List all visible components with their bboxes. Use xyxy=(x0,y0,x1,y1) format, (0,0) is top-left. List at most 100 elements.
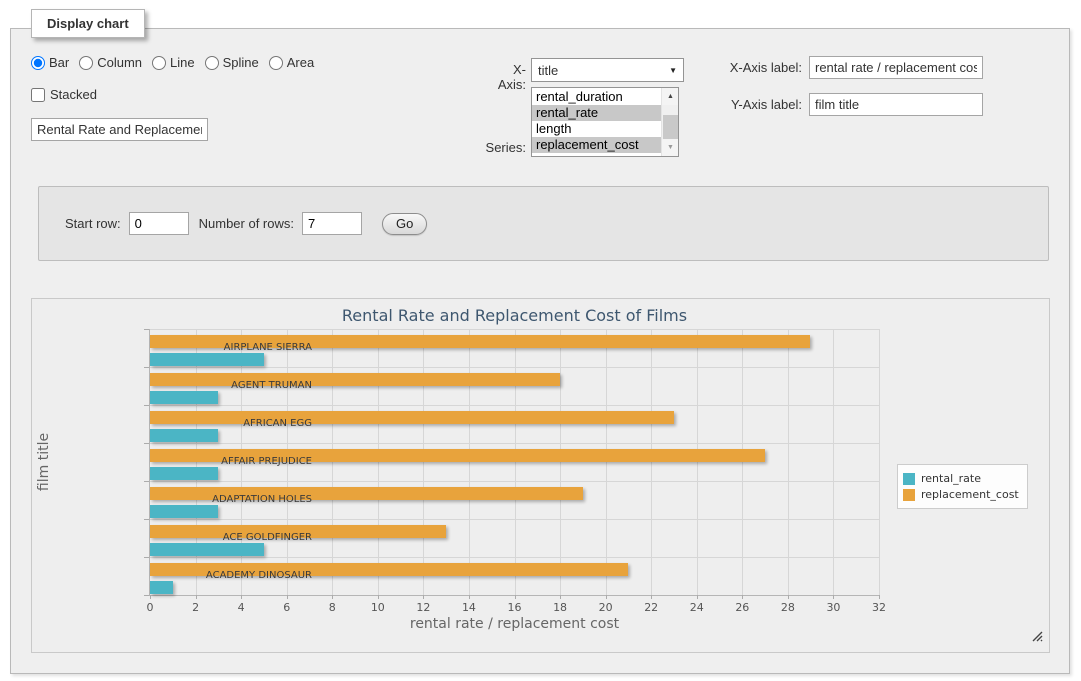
scroll-up-icon[interactable]: ▲ xyxy=(662,88,679,105)
chart-type-radio-line[interactable] xyxy=(152,56,166,70)
series-option-replacement_cost[interactable]: replacement_cost xyxy=(532,137,661,153)
chart-container: Rental Rate and Replacement Cost of Film… xyxy=(31,298,1050,653)
y-axis-tick xyxy=(144,557,149,558)
y-axis-label-input[interactable] xyxy=(809,93,983,116)
x-axis-tick xyxy=(515,595,516,599)
series-listbox[interactable]: rental_durationrental_ratelengthreplacem… xyxy=(531,87,679,157)
chart-type-radio-area[interactable] xyxy=(269,56,283,70)
x-axis-tick xyxy=(697,595,698,599)
x-axis-tick xyxy=(150,595,151,599)
chart-type-option-bar[interactable]: Bar xyxy=(31,55,69,70)
chart-type-option-area[interactable]: Area xyxy=(269,55,314,70)
go-button[interactable]: Go xyxy=(382,213,427,235)
series-option-rental_duration[interactable]: rental_duration xyxy=(532,89,661,105)
x-tick-label: 8 xyxy=(312,601,352,614)
gridline-vertical xyxy=(606,329,607,595)
x-axis-tick xyxy=(423,595,424,599)
x-axis-label-label: X-Axis label: xyxy=(714,60,802,75)
series-scrollbar[interactable]: ▲ ▼ xyxy=(661,88,678,156)
y-axis-label-label: Y-Axis label: xyxy=(714,97,802,112)
chart-type-radio-column[interactable] xyxy=(79,56,93,70)
chart-title-input[interactable] xyxy=(31,118,208,141)
stacked-checkbox[interactable] xyxy=(31,88,45,102)
y-axis-tick xyxy=(144,519,149,520)
chart-type-text: Column xyxy=(97,55,142,70)
x-axis-tick xyxy=(606,595,607,599)
legend-swatch-icon xyxy=(903,489,915,501)
gridline-vertical xyxy=(560,329,561,595)
y-axis-title: film title xyxy=(36,392,52,532)
chart-type-radios: Bar Column Line Spline Area xyxy=(31,55,314,70)
x-axis-tick xyxy=(651,595,652,599)
gridline-vertical xyxy=(378,329,379,595)
category-label: AIRPLANE SIERRA xyxy=(152,329,312,367)
x-axis-tick xyxy=(742,595,743,599)
y-axis-tick xyxy=(144,329,149,330)
series-listbox-options: rental_durationrental_ratelengthreplacem… xyxy=(532,88,661,156)
x-tick-label: 20 xyxy=(586,601,626,614)
series-option-length[interactable]: length xyxy=(532,121,661,137)
x-axis-tick xyxy=(833,595,834,599)
legend-item-replacement_cost[interactable]: replacement_cost xyxy=(903,488,1019,501)
chevron-down-icon: ▼ xyxy=(669,66,677,75)
legend-swatch-icon xyxy=(903,473,915,485)
stacked-row: Stacked xyxy=(31,87,97,102)
chart-type-option-column[interactable]: Column xyxy=(79,55,142,70)
gridline-vertical xyxy=(515,329,516,595)
category-label: ADAPTATION HOLES xyxy=(152,481,312,519)
category-label: ACE GOLDFINGER xyxy=(152,519,312,557)
x-axis-label-input[interactable] xyxy=(809,56,983,79)
x-tick-label: 18 xyxy=(540,601,580,614)
x-tick-label: 6 xyxy=(267,601,307,614)
start-row-input[interactable] xyxy=(129,212,189,235)
num-rows-input[interactable] xyxy=(302,212,362,235)
legend-label: replacement_cost xyxy=(921,488,1019,501)
x-axis-tick xyxy=(196,595,197,599)
fieldset-legend: Display chart xyxy=(31,9,145,38)
resize-grip-icon[interactable] xyxy=(1032,631,1043,642)
category-label: AFRICAN EGG xyxy=(152,405,312,443)
x-tick-label: 10 xyxy=(358,601,398,614)
gridline-vertical xyxy=(469,329,470,595)
series-option-rental_rate[interactable]: rental_rate xyxy=(532,105,661,121)
gridline-vertical xyxy=(423,329,424,595)
x-axis-tick xyxy=(378,595,379,599)
x-tick-label: 30 xyxy=(813,601,853,614)
gridline-vertical xyxy=(788,329,789,595)
x-tick-label: 0 xyxy=(130,601,170,614)
chart-legend: rental_rate replacement_cost xyxy=(897,464,1028,509)
scrollbar-thumb[interactable] xyxy=(663,115,678,141)
row-range-panel: Start row: Number of rows: Go xyxy=(38,186,1049,261)
legend-item-rental_rate[interactable]: rental_rate xyxy=(903,472,1019,485)
category-label: ACADEMY DINOSAUR xyxy=(152,557,312,595)
x-tick-label: 24 xyxy=(677,601,717,614)
x-tick-label: 12 xyxy=(403,601,443,614)
chart-type-radio-bar[interactable] xyxy=(31,56,45,70)
chart-type-text: Spline xyxy=(223,55,259,70)
x-axis-tick xyxy=(332,595,333,599)
y-axis-tick xyxy=(144,481,149,482)
chart-type-radio-spline[interactable] xyxy=(205,56,219,70)
x-axis-tick xyxy=(241,595,242,599)
x-axis-select-label: X-Axis: xyxy=(488,62,526,92)
x-axis-tick xyxy=(469,595,470,599)
x-tick-label: 14 xyxy=(449,601,489,614)
x-tick-label: 4 xyxy=(221,601,261,614)
x-axis-tick xyxy=(879,595,880,599)
chart-type-option-spline[interactable]: Spline xyxy=(205,55,259,70)
chart-type-option-line[interactable]: Line xyxy=(152,55,195,70)
x-axis-select[interactable]: title ▼ xyxy=(531,58,684,82)
scroll-down-icon[interactable]: ▼ xyxy=(662,139,679,156)
gridline-vertical xyxy=(697,329,698,595)
category-label: AGENT TRUMAN xyxy=(152,367,312,405)
x-axis-tick xyxy=(788,595,789,599)
x-tick-label: 26 xyxy=(722,601,762,614)
gridline-vertical xyxy=(833,329,834,595)
gridline-vertical xyxy=(742,329,743,595)
display-chart-fieldset: Display chart BarColumnLineSplineArea St… xyxy=(10,28,1070,674)
x-axis-title: rental rate / replacement cost xyxy=(150,616,879,632)
series-label: Series: xyxy=(481,140,526,155)
category-label: AFFAIR PREJUDICE xyxy=(152,443,312,481)
gridline-vertical xyxy=(879,329,880,595)
y-axis-tick xyxy=(144,405,149,406)
